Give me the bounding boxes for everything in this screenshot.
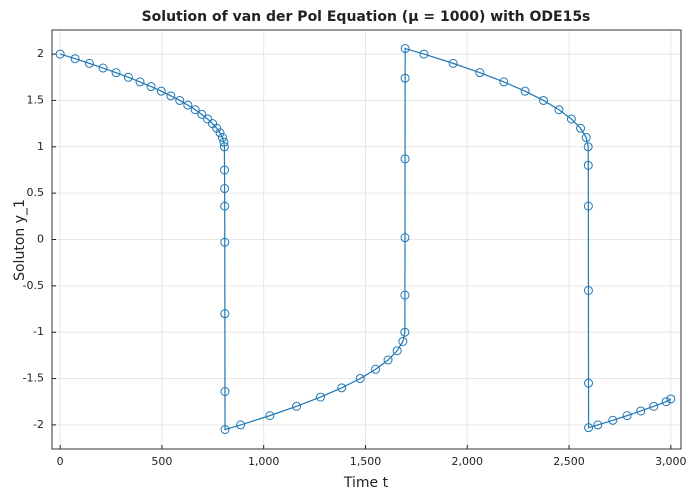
data-point — [217, 133, 227, 143]
data-point — [400, 233, 410, 243]
plot-frame — [51, 29, 682, 450]
data-point — [84, 58, 94, 68]
data-point — [203, 114, 213, 124]
data-point — [554, 105, 564, 115]
data-point — [371, 364, 381, 374]
x-tick-label: 2,000 — [452, 455, 484, 468]
y-tick-label: 1.5 — [27, 93, 45, 106]
data-point — [383, 355, 393, 365]
data-point — [292, 401, 302, 411]
x-tick-label: 3,000 — [655, 455, 687, 468]
data-point — [175, 95, 185, 105]
data-point — [219, 142, 229, 152]
data-point — [212, 123, 222, 133]
data-point — [622, 411, 632, 421]
y-tick-label: 0.5 — [27, 186, 45, 199]
data-point — [583, 285, 593, 295]
data-point — [337, 383, 347, 393]
x-tick-label: 1,000 — [248, 455, 280, 468]
data-point — [197, 109, 207, 119]
data-point — [70, 54, 80, 64]
data-point — [183, 100, 193, 110]
data-point — [146, 82, 156, 92]
data-point — [166, 91, 176, 101]
data-point — [499, 77, 509, 87]
data-point — [236, 420, 246, 430]
data-point — [448, 58, 458, 68]
data-point — [315, 392, 325, 402]
data-point — [355, 374, 365, 384]
data-point — [265, 411, 275, 421]
data-point — [576, 123, 586, 133]
data-point — [400, 327, 410, 337]
x-tick-label: 1,500 — [350, 455, 382, 468]
data-point — [111, 68, 121, 78]
data-point — [220, 237, 230, 247]
y-tick-label: -1 — [33, 325, 44, 338]
data-point — [584, 423, 594, 433]
data-point — [219, 137, 229, 147]
data-point — [539, 95, 549, 105]
data-point — [649, 401, 659, 411]
data-point — [581, 133, 591, 143]
y-tick-label: -0.5 — [23, 279, 44, 292]
x-tick-label: 2,500 — [553, 455, 585, 468]
data-point — [98, 63, 108, 73]
data-point — [584, 378, 594, 388]
data-point — [583, 142, 593, 152]
y-tick-label: 0 — [37, 233, 44, 246]
data-point — [608, 415, 618, 425]
data-point — [220, 201, 230, 211]
data-point — [583, 160, 593, 170]
data-point — [398, 336, 408, 346]
data-point — [636, 406, 646, 416]
data-point — [123, 72, 133, 82]
data-point — [220, 165, 230, 175]
data-point — [156, 86, 166, 96]
data-point — [220, 309, 230, 319]
y-tick-label: 2 — [37, 47, 44, 60]
data-point — [215, 128, 225, 138]
data-point — [475, 68, 485, 78]
chart-title: Solution of van der Pol Equation (μ = 10… — [142, 9, 591, 25]
data-point — [593, 420, 603, 430]
y-tick-label: 1 — [37, 140, 44, 153]
data-point — [220, 425, 230, 435]
data-point — [400, 73, 410, 83]
data-point — [135, 77, 145, 87]
series-line — [59, 47, 672, 431]
y-tick-label: -2 — [33, 418, 44, 431]
y-tick-label: -1.5 — [23, 372, 44, 385]
data-point — [583, 201, 593, 211]
data-point — [400, 154, 410, 164]
data-point — [419, 49, 429, 59]
data-point — [55, 49, 65, 59]
data-point — [220, 387, 230, 397]
data-point — [190, 105, 200, 115]
data-point — [566, 114, 576, 124]
data-point — [220, 184, 230, 194]
x-tick-label: 0 — [57, 455, 64, 468]
data-point — [520, 86, 530, 96]
data-point — [392, 346, 402, 356]
data-point — [400, 44, 410, 54]
x-tick-label: 500 — [151, 455, 172, 468]
y-axis-label: Soluton y_1 — [12, 199, 28, 281]
data-point — [666, 394, 676, 404]
data-point — [400, 290, 410, 300]
x-axis-label: Time t — [343, 475, 389, 491]
data-point — [661, 397, 671, 407]
